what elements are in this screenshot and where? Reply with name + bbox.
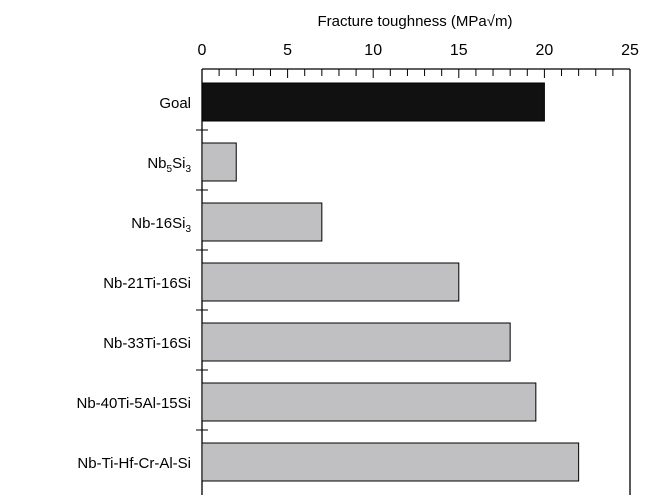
bar — [201, 142, 237, 182]
bar — [201, 322, 511, 362]
category-label: Nb-33Ti-16Si — [103, 335, 191, 352]
x-axis-title: Fracture toughness (MPa√m) — [318, 13, 513, 30]
bar — [201, 82, 545, 122]
bars — [201, 82, 580, 482]
category-label: Nb-16Si3 — [131, 215, 191, 235]
x-tick-label: 0 — [198, 42, 207, 59]
category-label: Nb-21Ti-16Si — [103, 275, 191, 292]
labels: Goal Nb5Si3 Nb-16Si3 Nb-21Ti-16Si Nb-33Ti-16… — [77, 95, 192, 472]
category-label: Goal — [159, 95, 191, 112]
x-tick-label: 20 — [536, 42, 554, 59]
bar — [201, 262, 460, 302]
bar — [201, 442, 580, 482]
ticks: 0 5 10 15 20 25 — [198, 42, 639, 78]
x-tick-label: 25 — [621, 42, 639, 59]
x-tick-label: 10 — [364, 42, 382, 59]
bar — [201, 202, 323, 242]
category-label: Nb-40Ti-5Al-15Si — [77, 395, 192, 412]
bar — [201, 382, 537, 422]
x-tick-label: 15 — [450, 42, 468, 59]
category-label: Nb5Si3 — [147, 155, 191, 175]
category-label: Nb-Ti-Hf-Cr-Al-Si — [77, 455, 191, 472]
x-tick-label: 5 — [283, 42, 292, 59]
